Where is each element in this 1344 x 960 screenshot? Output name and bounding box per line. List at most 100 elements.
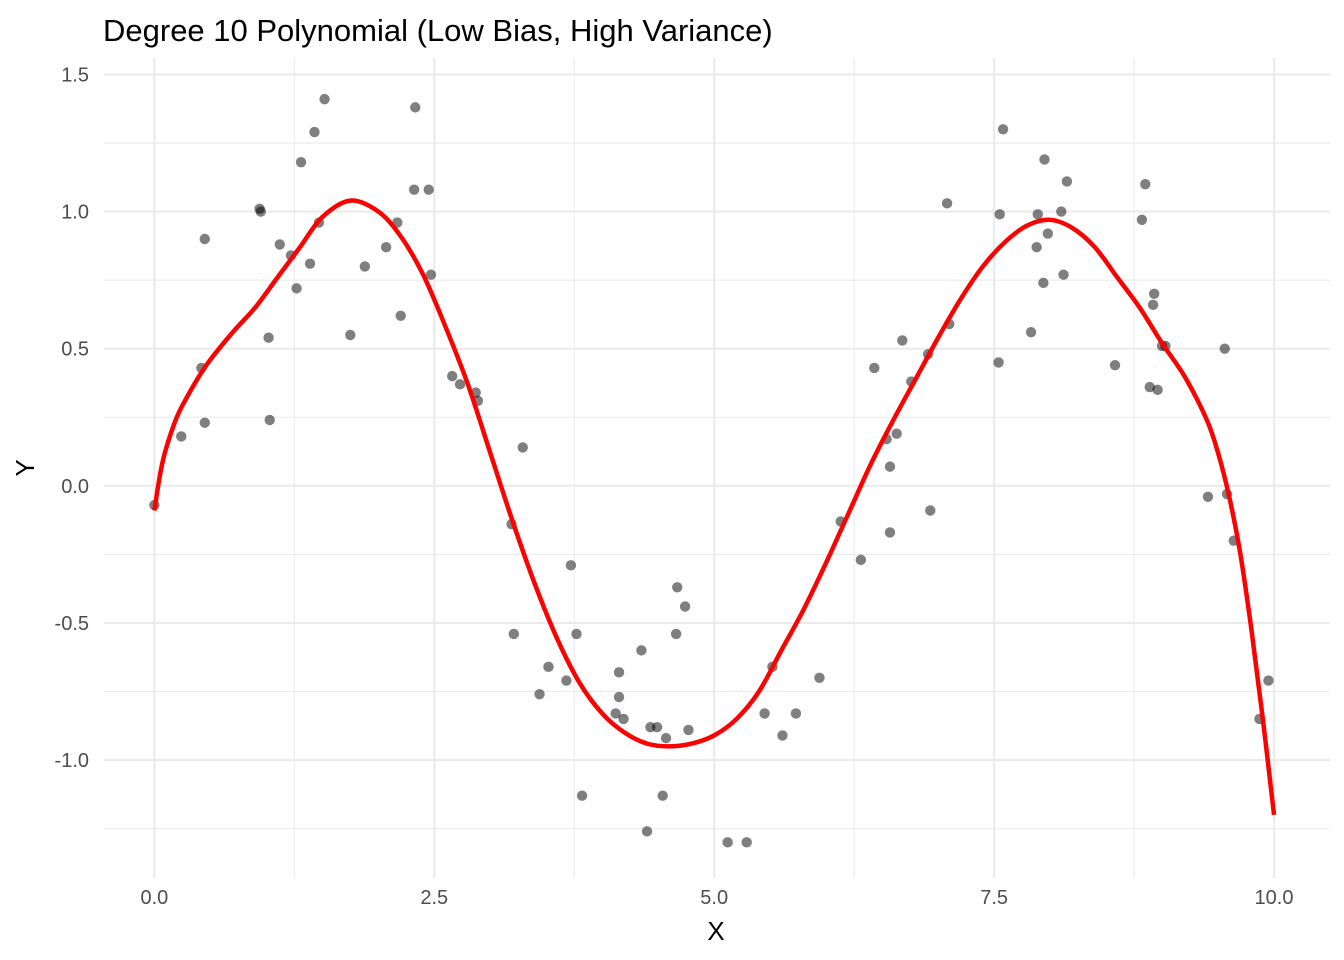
data-point <box>1136 214 1148 226</box>
data-point <box>657 790 668 801</box>
data-point <box>309 126 320 138</box>
data-point <box>891 428 902 439</box>
y-tick-label: -1.0 <box>55 750 89 772</box>
data-point <box>380 242 392 253</box>
data-point <box>291 283 302 294</box>
x-axis-label: X <box>707 916 724 946</box>
data-point <box>1144 381 1155 393</box>
y-axis-label: Y <box>10 459 40 476</box>
data-point <box>997 124 1009 135</box>
major-gridlines <box>104 58 1330 878</box>
data-point <box>199 417 210 428</box>
data-point <box>1152 384 1163 396</box>
x-tick-label: 0.0 <box>140 887 168 909</box>
data-point <box>613 667 625 678</box>
data-point <box>264 414 275 426</box>
data-point <box>263 332 274 343</box>
data-point <box>454 379 466 390</box>
data-point <box>1025 327 1037 338</box>
data-point <box>1109 359 1121 371</box>
y-tick-label: 0.0 <box>61 476 89 498</box>
data-point <box>176 431 187 442</box>
data-point <box>993 357 1004 368</box>
data-point <box>295 157 307 168</box>
data-point <box>1039 154 1050 165</box>
data-point <box>1056 206 1067 217</box>
x-tick-label: 7.5 <box>980 887 1008 909</box>
data-point <box>777 730 788 741</box>
data-point <box>534 689 545 700</box>
data-point <box>1140 178 1151 190</box>
data-point <box>565 560 577 571</box>
minor-gridlines <box>104 58 1330 878</box>
data-point <box>423 184 434 195</box>
x-tick-label: 5.0 <box>700 887 728 909</box>
data-point <box>722 837 733 848</box>
data-point <box>410 102 421 113</box>
data-point <box>941 198 953 209</box>
data-point <box>319 93 330 105</box>
data-point <box>884 527 896 538</box>
data-point <box>741 837 752 848</box>
data-point <box>543 661 554 673</box>
data-point <box>790 708 802 719</box>
x-tick-label: 10.0 <box>1255 887 1294 909</box>
y-tick-label: -0.5 <box>55 613 89 635</box>
data-point <box>925 505 936 516</box>
y-tick-label: 1.0 <box>61 202 89 224</box>
data-point <box>1219 343 1230 354</box>
data-point <box>199 233 210 245</box>
data-point <box>610 708 621 719</box>
data-point <box>517 442 528 453</box>
data-point <box>651 721 663 733</box>
y-tick-label: 1.5 <box>61 64 89 86</box>
data-point <box>561 675 572 686</box>
data-point <box>636 645 647 656</box>
data-point <box>1058 269 1069 280</box>
y-tick-labels: -1.0 -0.5 0.0 0.5 1.0 1.5 <box>55 64 89 772</box>
data-point <box>274 239 285 250</box>
data-point <box>618 713 629 725</box>
data-point <box>255 206 266 217</box>
data-point <box>759 708 770 719</box>
data-point <box>359 261 371 272</box>
data-point <box>613 691 625 703</box>
data-point <box>1147 299 1159 311</box>
fit-curve-line <box>152 198 1277 816</box>
data-point <box>571 628 582 640</box>
data-point <box>345 329 356 341</box>
data-point <box>1042 228 1054 239</box>
data-point <box>994 209 1005 220</box>
data-point <box>425 269 437 280</box>
data-point <box>814 672 825 683</box>
data-point <box>508 628 519 640</box>
data-point <box>670 628 682 640</box>
data-point <box>679 601 691 612</box>
fit-curve-group <box>152 198 1277 816</box>
data-point <box>641 826 653 837</box>
data-point <box>672 582 683 593</box>
data-point <box>1032 209 1043 220</box>
data-point <box>1202 491 1214 502</box>
data-point <box>884 461 896 472</box>
data-point <box>1263 675 1274 686</box>
x-tick-label: 2.5 <box>420 887 448 909</box>
y-tick-label: 0.5 <box>61 339 89 361</box>
data-point <box>869 362 880 374</box>
x-tick-labels: 0.0 2.5 5.0 7.5 10.0 <box>140 887 1293 909</box>
data-point <box>395 310 406 321</box>
data-point <box>1061 176 1073 187</box>
data-point <box>855 554 867 566</box>
data-point <box>1038 277 1049 289</box>
data-point <box>683 724 694 736</box>
data-points <box>149 93 1274 848</box>
data-point <box>897 335 908 346</box>
data-point <box>304 258 316 269</box>
data-point <box>1031 242 1042 253</box>
chart-title: Degree 10 Polynomial (Low Bias, High Var… <box>103 13 773 48</box>
data-point <box>576 790 588 801</box>
data-point <box>408 184 420 195</box>
data-point <box>1149 288 1160 300</box>
data-point <box>447 370 458 382</box>
